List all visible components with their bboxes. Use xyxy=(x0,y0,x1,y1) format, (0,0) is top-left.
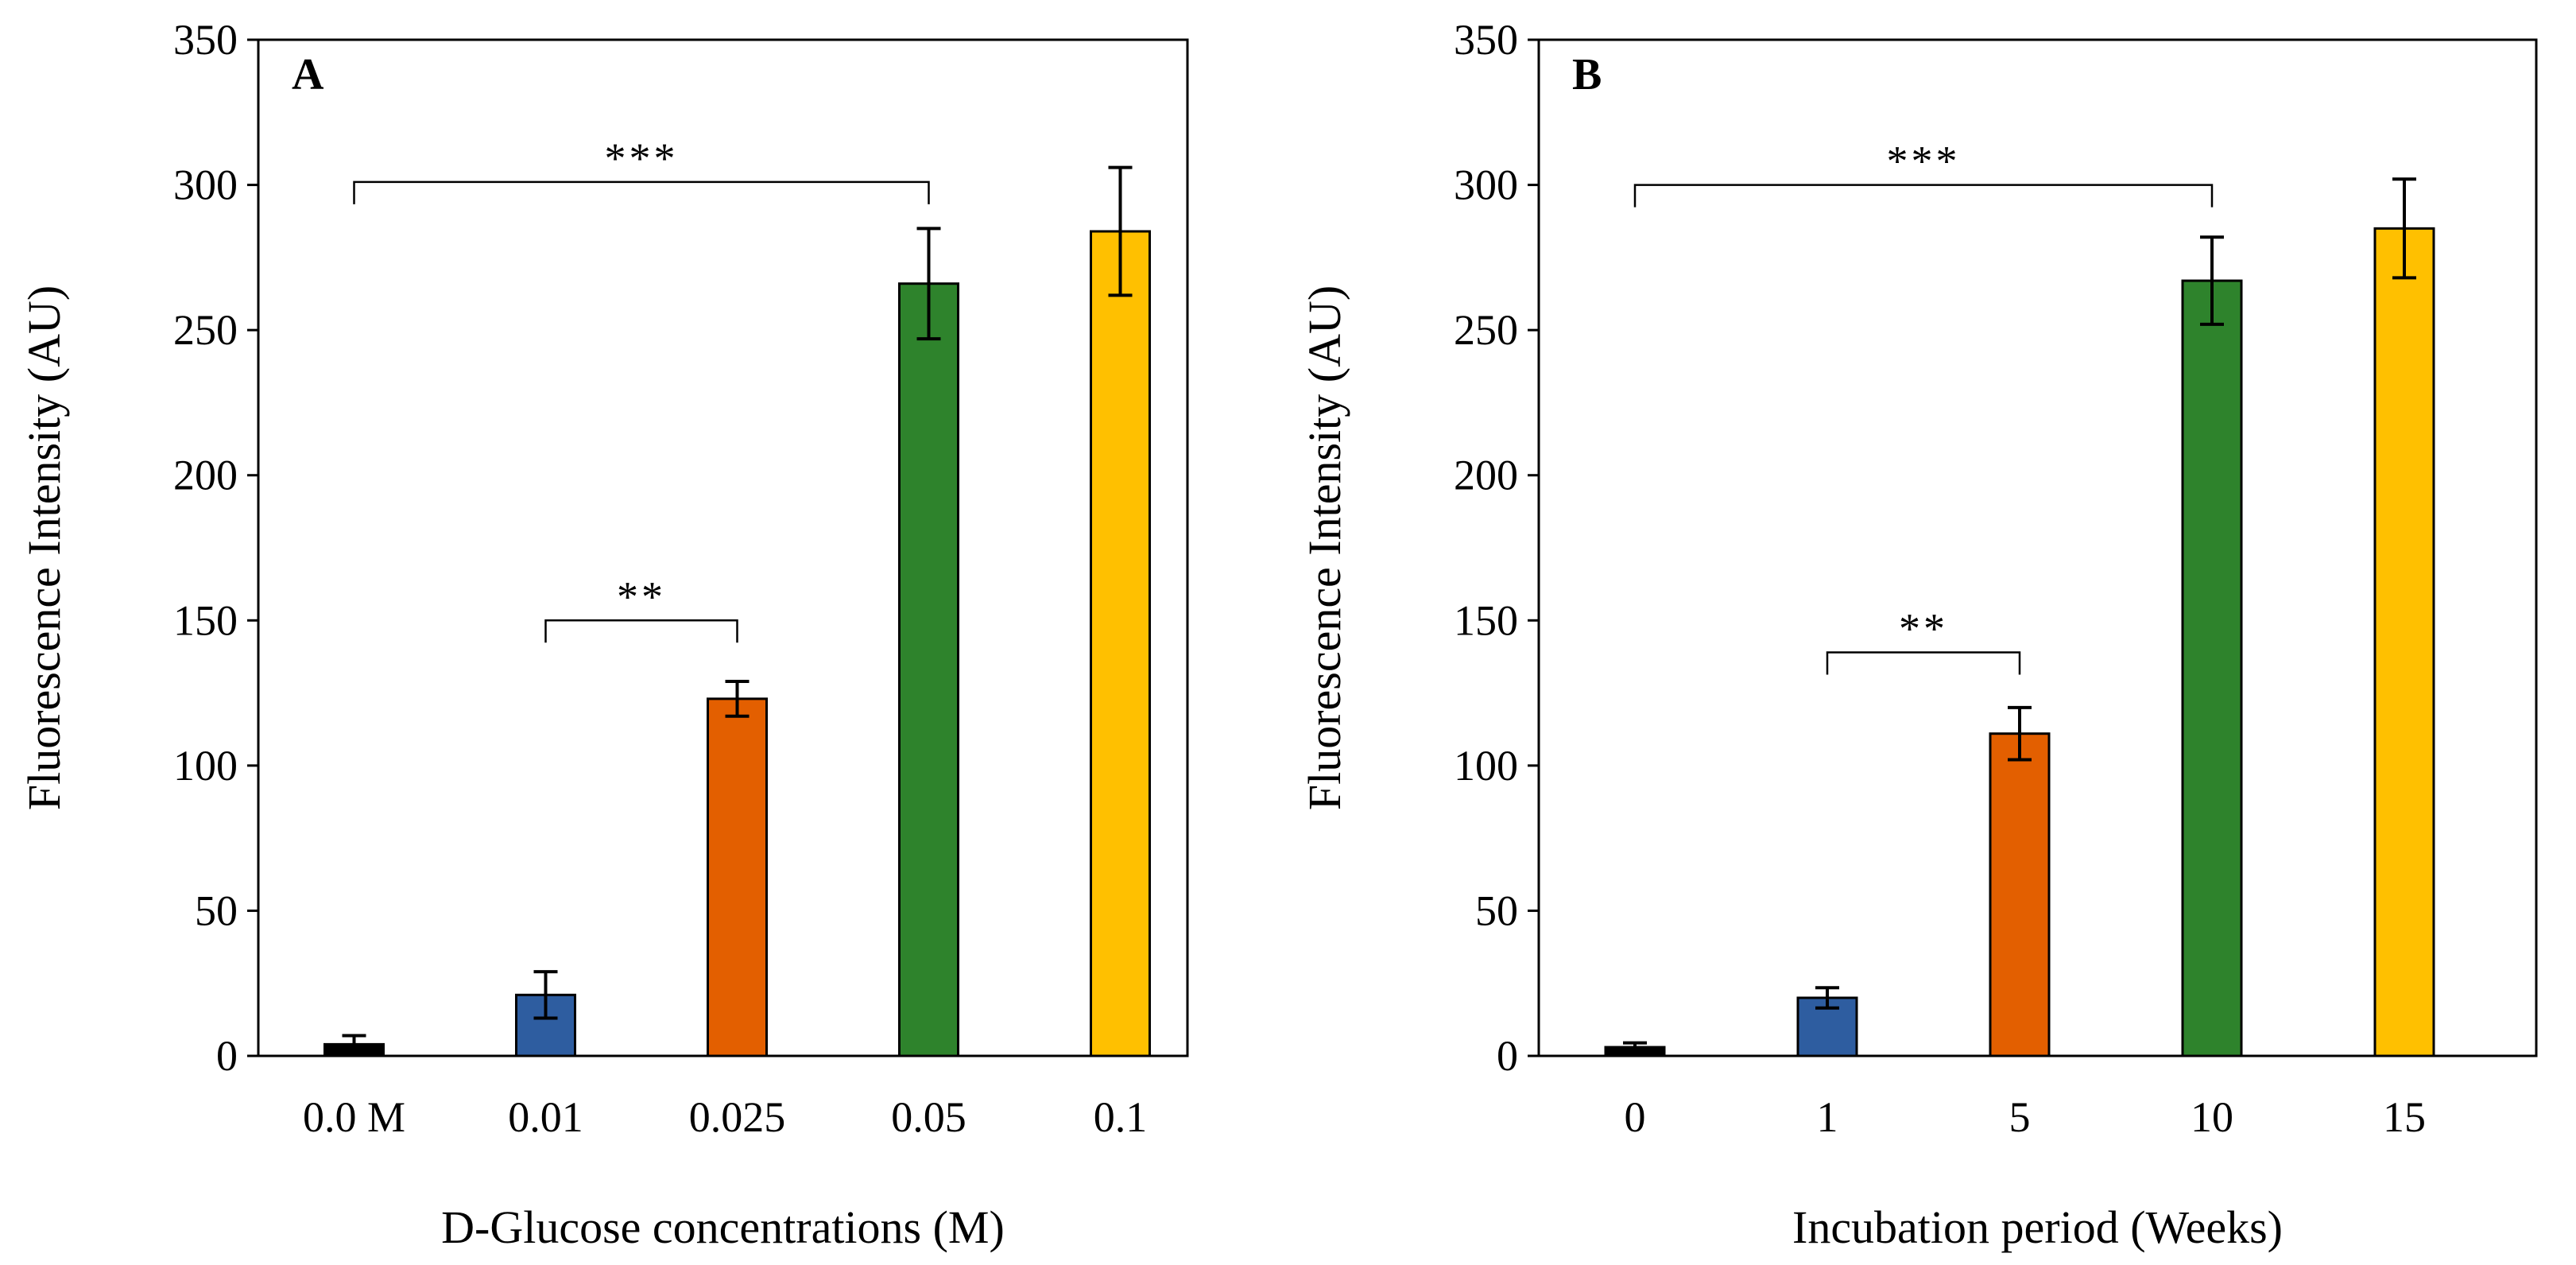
panel-label: B xyxy=(1572,50,1602,99)
x-axis-title: D-Glucose concentrations (M) xyxy=(441,1201,1005,1253)
y-tick-label: 0 xyxy=(216,1032,238,1080)
chart-panel-a: 0 50 100 150 200 250 300 350 0.0 M 0.01 0.025 0.05 0… xyxy=(18,16,1189,1253)
y-tick-label: 200 xyxy=(173,452,238,499)
bar xyxy=(2181,279,2243,1057)
significance-label: ** xyxy=(1899,604,1948,652)
y-tick-label: 300 xyxy=(173,161,238,209)
x-tick-label: 5 xyxy=(2009,1093,2031,1141)
y-tick-label: 150 xyxy=(1454,596,1518,644)
y-axis-title: Fluorescence Intensity (AU) xyxy=(1299,285,1350,810)
y-tick-label: 100 xyxy=(1454,742,1518,790)
y-tick-label: 350 xyxy=(173,16,238,64)
bar xyxy=(1989,732,2051,1057)
x-tick-label: 1 xyxy=(1817,1093,1838,1141)
panel-label: A xyxy=(292,50,324,99)
y-tick-label: 250 xyxy=(173,306,238,354)
significance-bracket xyxy=(353,180,930,204)
y-tick-label: 50 xyxy=(1475,887,1518,934)
x-tick-label: 10 xyxy=(2191,1093,2233,1141)
y-tick-label: 150 xyxy=(173,596,238,644)
x-tick-label: 0.025 xyxy=(689,1093,786,1141)
bar xyxy=(2373,227,2435,1057)
bar xyxy=(707,697,768,1057)
x-tick-label: 0.1 xyxy=(1094,1093,1148,1141)
y-tick-label: 100 xyxy=(173,742,238,790)
x-tick-label: 15 xyxy=(2383,1093,2426,1141)
y-tick-label: 0 xyxy=(1497,1032,1518,1080)
significance-bracket xyxy=(1826,651,2021,675)
significance-label: ** xyxy=(617,572,666,620)
y-tick-label: 200 xyxy=(1454,452,1518,499)
x-tick-label: 0.01 xyxy=(508,1093,583,1141)
x-tick-label: 0.05 xyxy=(891,1093,966,1141)
x-tick-label: 0 xyxy=(1625,1093,1646,1141)
significance-label: *** xyxy=(1887,138,1961,185)
bar xyxy=(1090,230,1151,1057)
x-axis-title: Incubation period (Weeks) xyxy=(1792,1201,2283,1253)
y-tick-label: 250 xyxy=(1454,306,1518,354)
significance-label: *** xyxy=(605,134,679,182)
y-tick-label: 350 xyxy=(1454,16,1518,64)
y-axis-title: Fluorescence Intensity (AU) xyxy=(18,285,70,810)
y-tick-label: 300 xyxy=(1454,161,1518,209)
y-tick-label: 50 xyxy=(195,887,238,934)
significance-bracket xyxy=(1633,184,2214,208)
bar xyxy=(898,282,959,1057)
x-tick-label: 0.0 M xyxy=(303,1093,405,1141)
significance-bracket xyxy=(544,619,738,643)
